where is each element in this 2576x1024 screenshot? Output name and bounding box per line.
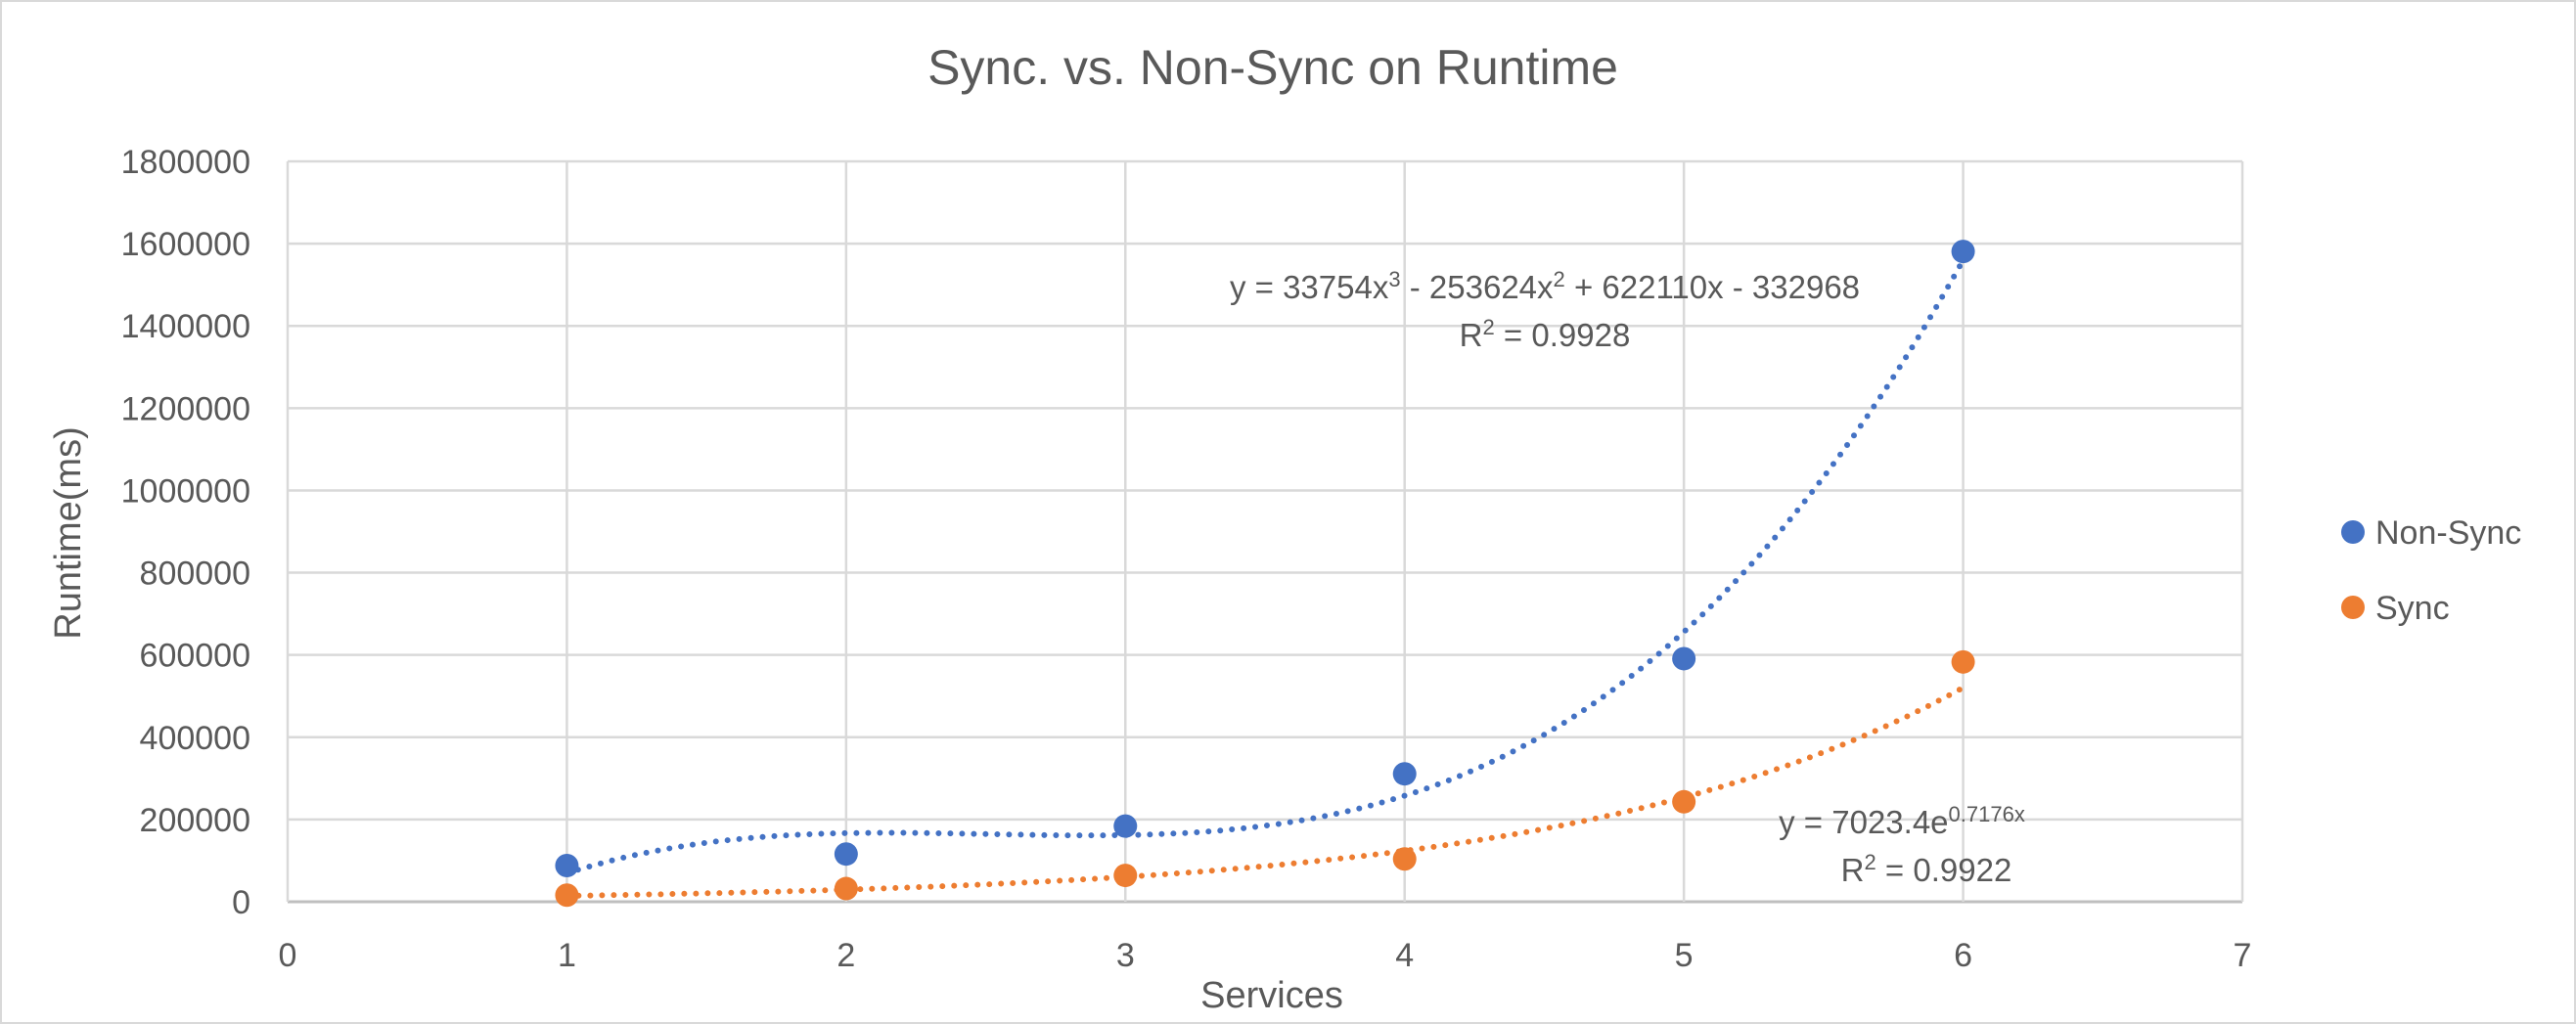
y-tick-label: 800000 xyxy=(140,556,250,593)
poly-trendline-equation: y = 33754x3 - 253624x2 + 622110x - 33296… xyxy=(1230,267,1860,305)
x-tick-label: 0 xyxy=(279,937,297,974)
data-point-non-sync xyxy=(1392,762,1417,786)
x-tick-label: 7 xyxy=(2234,937,2252,974)
data-point-non-sync xyxy=(1672,646,1696,671)
data-point-non-sync xyxy=(834,842,858,867)
data-point-sync xyxy=(1392,847,1417,871)
y-tick-label: 200000 xyxy=(140,802,250,839)
y-axis-title: Runtime(ms) xyxy=(48,426,89,639)
data-point-sync xyxy=(555,883,579,908)
x-tick-label: 5 xyxy=(1675,937,1694,974)
legend: Non-Sync Sync xyxy=(2341,514,2521,627)
y-tick-label: 1000000 xyxy=(121,472,250,510)
data-point-sync xyxy=(834,876,858,901)
gridlines xyxy=(286,159,2244,904)
exp-trendline-equation: y = 7023.4e0.7176x xyxy=(1779,802,2025,840)
exp-trendline-r2: R2 = 0.9922 xyxy=(1841,850,2012,888)
legend-label-non-sync: Non-Sync xyxy=(2375,514,2521,552)
y-tick-label: 1400000 xyxy=(121,308,250,345)
poly-trendline-r2: R2 = 0.9928 xyxy=(1460,315,1631,353)
data-point-sync xyxy=(1951,649,1975,674)
trendline-non-sync xyxy=(564,256,1966,876)
x-axis-title: Services xyxy=(1200,975,1343,1016)
trendline-sync xyxy=(564,685,1966,899)
y-tick-label: 400000 xyxy=(140,720,250,757)
chart-title: Sync. vs. Non-Sync on Runtime xyxy=(927,40,1618,95)
data-point-sync xyxy=(1113,864,1138,888)
trendlines xyxy=(564,256,1966,899)
x-tick-label: 4 xyxy=(1395,937,1414,974)
data-points xyxy=(555,240,1975,908)
legend-item-non-sync[interactable]: Non-Sync xyxy=(2341,514,2521,552)
y-tick-label: 1200000 xyxy=(121,390,250,427)
y-tick-label: 600000 xyxy=(140,638,250,675)
x-tick-label: 2 xyxy=(836,937,855,974)
data-point-non-sync xyxy=(555,853,579,877)
legend-item-sync[interactable]: Sync xyxy=(2341,590,2450,627)
y-tick-label: 1600000 xyxy=(121,226,250,263)
data-point-sync xyxy=(1672,789,1696,814)
tick-labels: 0 200000 400000 600000 800000 1000000 1200000 1… xyxy=(121,144,2252,974)
legend-marker-non-sync xyxy=(2341,520,2365,544)
data-point-non-sync xyxy=(1951,240,1975,264)
x-tick-label: 1 xyxy=(558,937,576,974)
y-tick-label: 0 xyxy=(232,884,250,921)
legend-label-sync: Sync xyxy=(2375,590,2450,627)
legend-marker-sync xyxy=(2341,596,2365,619)
x-tick-label: 3 xyxy=(1116,937,1135,974)
x-tick-label: 6 xyxy=(1954,937,1972,974)
y-tick-label: 1800000 xyxy=(121,144,250,181)
data-point-non-sync xyxy=(1113,814,1138,838)
